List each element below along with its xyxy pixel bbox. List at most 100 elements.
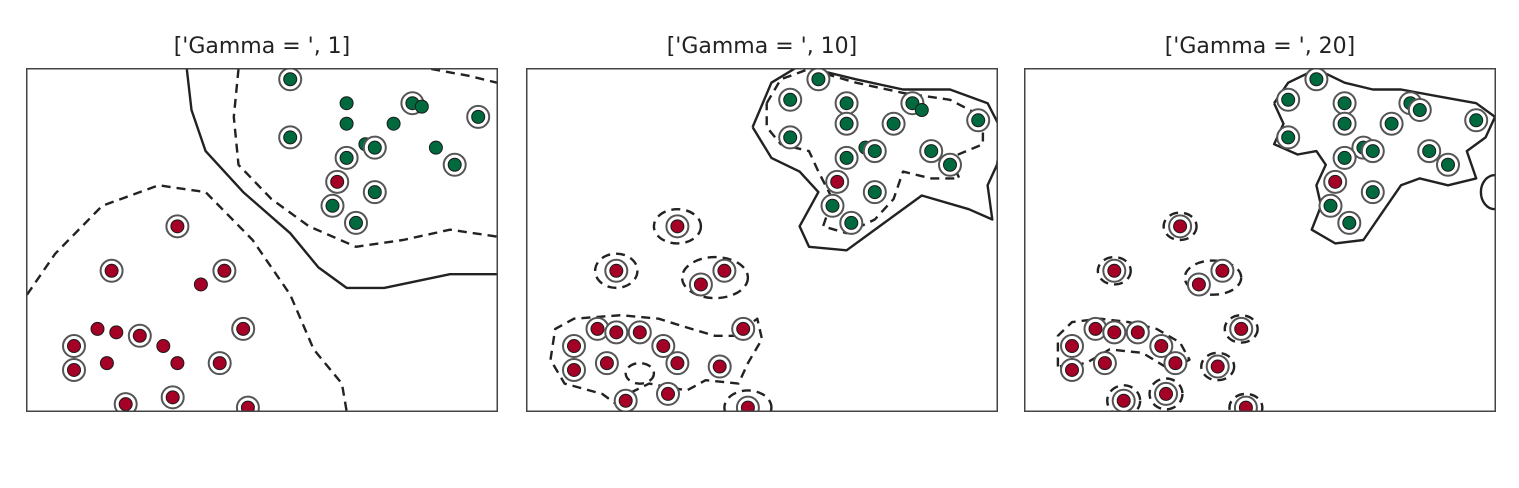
data-point-neg — [90, 321, 105, 336]
data-point-neg — [104, 263, 119, 278]
data-point-pos — [839, 150, 854, 165]
data-point-neg — [618, 393, 633, 408]
data-point-neg — [170, 356, 185, 371]
chart-panel-gamma-10: ['Gamma = ', 10] — [526, 30, 998, 414]
data-point-neg — [1191, 277, 1206, 292]
data-point-pos — [283, 130, 298, 145]
data-point-neg — [118, 397, 133, 412]
data-point-pos — [1441, 157, 1455, 172]
data-point-pos — [428, 140, 443, 155]
data-point-pos — [924, 144, 939, 159]
axes-frame — [26, 68, 498, 412]
data-point-pos — [1323, 198, 1338, 213]
data-point-pos — [349, 215, 363, 230]
data-point-neg — [67, 362, 81, 377]
data-point-neg — [1234, 321, 1249, 336]
data-point-pos — [844, 215, 859, 230]
scatter-plot-gamma-20 — [1024, 68, 1496, 412]
decision-contour-solid — [1272, 68, 1496, 245]
data-point-neg — [193, 277, 208, 292]
data-point-pos — [914, 103, 929, 118]
data-point-neg — [1065, 362, 1079, 377]
data-point-pos — [1309, 72, 1324, 87]
data-point-neg — [740, 400, 755, 412]
data-point-neg — [590, 321, 605, 336]
decision-contour-dashed — [1228, 392, 1264, 412]
data-point-neg — [1107, 325, 1122, 340]
data-point-neg — [609, 325, 624, 340]
data-point-neg — [212, 356, 227, 371]
decision-contour-dashed — [1183, 259, 1243, 296]
data-point-pos — [1342, 215, 1357, 230]
data-point-neg — [132, 328, 147, 343]
data-point-pos — [1365, 144, 1380, 159]
data-point-pos — [839, 116, 854, 131]
decision-contour-dashed — [1056, 317, 1191, 372]
data-point-pos — [867, 185, 882, 200]
data-point-neg — [693, 277, 708, 292]
axes-frame — [1024, 68, 1496, 412]
data-point-pos — [867, 144, 882, 159]
data-point-neg — [1116, 393, 1131, 408]
data-point-pos — [839, 96, 854, 111]
data-point-neg — [1215, 263, 1230, 278]
data-point-pos — [905, 96, 920, 111]
data-point-neg — [1097, 356, 1112, 371]
decision-contour-solid — [751, 68, 998, 252]
data-point-neg — [1130, 325, 1145, 340]
data-point-pos — [1469, 113, 1484, 128]
decision-contour-dashed — [593, 252, 639, 290]
decision-contour-dashed — [232, 68, 498, 248]
decision-contour-dashed — [549, 314, 764, 409]
data-point-pos — [339, 150, 354, 165]
decision-contour-dashed — [1148, 377, 1184, 411]
data-point-neg — [717, 263, 732, 278]
data-point-neg — [1173, 219, 1188, 234]
decision-contour-dashed — [1106, 384, 1142, 412]
decision-contour-solid — [185, 68, 497, 290]
data-point-pos — [1365, 185, 1380, 200]
data-point-neg — [632, 325, 647, 340]
decision-contour-dashed — [680, 255, 750, 300]
data-point-neg — [170, 219, 185, 234]
data-point-pos — [1337, 116, 1352, 131]
decision-contour-dashed — [1162, 211, 1198, 242]
data-point-pos — [1412, 103, 1427, 118]
data-point-neg — [67, 339, 81, 354]
data-point-pos — [943, 157, 957, 172]
data-point-neg — [609, 263, 624, 278]
data-point-neg — [1328, 174, 1343, 189]
data-point-pos — [339, 116, 354, 131]
data-point-neg — [1107, 263, 1122, 278]
data-point-pos — [783, 92, 798, 107]
data-point-pos — [339, 96, 354, 111]
data-point-neg — [240, 400, 255, 412]
data-point-neg — [1210, 359, 1225, 374]
decision-contour-dashed — [765, 68, 985, 235]
decision-contour-dashed — [1096, 255, 1132, 286]
decision-contour-dashed — [26, 184, 348, 412]
data-point-neg — [712, 359, 727, 374]
data-point-neg — [1154, 339, 1169, 354]
data-point-pos — [283, 72, 298, 87]
data-point-neg — [217, 263, 232, 278]
decision-contour-dashed — [723, 389, 773, 412]
data-point-neg — [109, 325, 124, 340]
data-point-pos — [971, 113, 986, 128]
data-point-neg — [1159, 386, 1173, 401]
data-point-pos — [447, 157, 462, 172]
decision-contour-dashed — [430, 68, 498, 84]
data-point-pos — [367, 185, 382, 200]
decision-contour-dashed — [1223, 314, 1259, 344]
data-point-neg — [1065, 339, 1079, 354]
data-point-neg — [165, 390, 180, 405]
scatter-plot-gamma-10 — [526, 68, 998, 412]
chart-title: ['Gamma = ', 1] — [173, 34, 351, 59]
data-point-neg — [567, 362, 581, 377]
decision-contour-solid — [1479, 173, 1496, 211]
decision-contour-dashed — [1200, 351, 1236, 382]
axes-frame — [526, 68, 998, 412]
data-point-pos — [386, 116, 401, 131]
data-point-pos — [811, 72, 826, 87]
chart-title: ['Gamma = ', 20] — [1164, 34, 1356, 59]
